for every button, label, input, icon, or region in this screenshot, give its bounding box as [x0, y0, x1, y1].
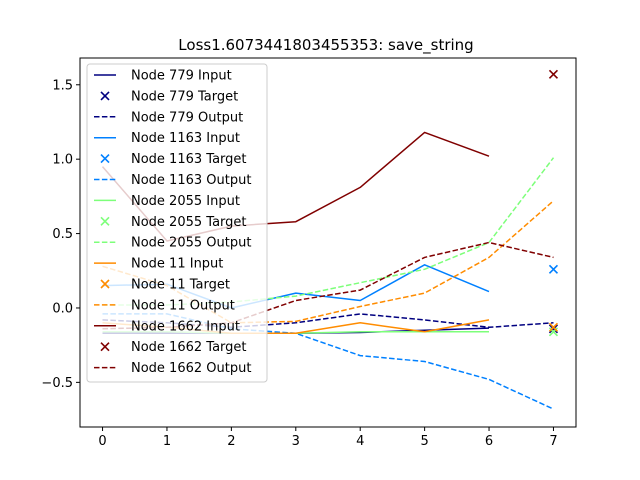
axes: 0 1 2 3 4 5 6 7 −0.5 0.0 0.5 1.0 1.5: [41, 57, 577, 449]
legend-label: Node 779 Target: [131, 89, 238, 104]
y-tick-label: 0.0: [52, 301, 73, 316]
legend-handle-target: [100, 342, 110, 352]
legend-handle-target: [100, 279, 110, 289]
x-tick-label: 1: [163, 434, 171, 449]
x-tick-label: 4: [356, 434, 364, 449]
legend-label: Node 1662 Input: [131, 319, 240, 334]
legend-label: Node 1163 Target: [131, 152, 247, 167]
legend-handle-target: [100, 216, 110, 226]
y-tick-label: −0.5: [41, 376, 73, 391]
series-3-target-marker: [548, 322, 559, 332]
axes-frame: [79, 57, 577, 428]
legend-label: Node 11 Output: [131, 298, 235, 313]
x-tick-label: 7: [549, 434, 557, 449]
legend: Node 779 Input Node 779 Target Node 779 Ou…: [86, 63, 268, 383]
series-0-target-marker: [548, 324, 559, 334]
legend-label: Node 779 Input: [131, 69, 232, 84]
legend-label: Node 1163 Input: [131, 131, 240, 146]
legend-box: [86, 63, 268, 383]
x-tick-label: 2: [227, 434, 235, 449]
legend-handle-target: [100, 91, 110, 101]
chart-title: Loss1.6073441803455353: save_string: [178, 36, 473, 55]
legend-label: Node 1662 Target: [131, 340, 247, 355]
legend-label: Node 2055 Target: [131, 215, 247, 230]
x-tick-label: 5: [420, 434, 428, 449]
series-1-target-marker: [548, 264, 559, 274]
x-tick-label: 6: [485, 434, 493, 449]
y-tick-label: 1.0: [52, 153, 73, 168]
legend-label: Node 1662 Output: [131, 361, 251, 376]
legend-label: Node 11 Input: [131, 257, 223, 272]
series-4-target-marker: [548, 69, 559, 79]
y-tick-label: 1.5: [52, 78, 73, 93]
legend-handle-target: [100, 154, 110, 164]
y-tick-label: 0.5: [52, 227, 73, 242]
legend-label: Node 11 Target: [131, 278, 230, 293]
legend-label: Node 1163 Output: [131, 173, 251, 188]
legend-label: Node 2055 Output: [131, 236, 251, 251]
x-tick-label: 3: [292, 434, 300, 449]
legend-label: Node 2055 Input: [131, 194, 240, 209]
legend-label: Node 779 Output: [131, 110, 243, 125]
x-tick-label: 0: [98, 434, 106, 449]
